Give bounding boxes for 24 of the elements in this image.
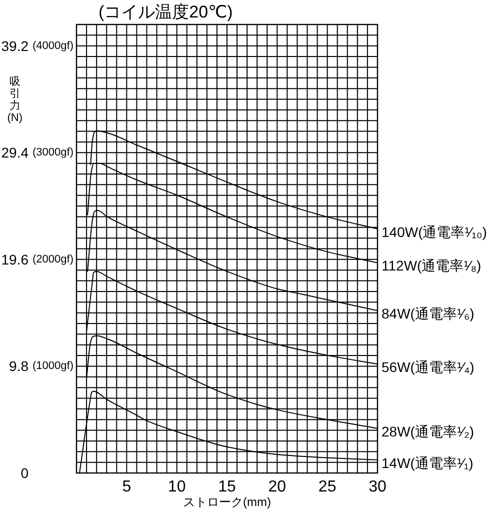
x-tick-label: 30: [368, 478, 386, 496]
y-tick-label: 39.2: [1, 38, 29, 54]
y-axis-title: 吸引力(N): [7, 76, 23, 124]
y2-tick-label: (4000gf): [32, 40, 74, 52]
x-tick-label: 10: [168, 478, 186, 496]
x-tick-label: 25: [318, 478, 336, 496]
series-label: 28W(通電率¹⁄₂): [382, 423, 474, 440]
x-tick-label: 5: [122, 478, 132, 496]
y2-tick-label: (2000gf): [32, 253, 74, 266]
y-tick-label: 29.4: [1, 144, 29, 161]
chart-title: (コイル温度20℃): [98, 2, 233, 22]
x-tick-label: 15: [218, 478, 236, 496]
y2-tick-label: (3000gf): [32, 146, 74, 159]
series-label: 140W(通電率¹⁄₁₀): [382, 224, 487, 240]
series-label: 14W(通電率¹⁄₁): [382, 454, 474, 471]
series-label: 84W(通電率¹⁄₆): [382, 306, 474, 322]
y2-tick-label: (1000gf): [32, 360, 74, 372]
y-tick-label: 9.8: [9, 358, 29, 374]
y-tick-label: 0: [20, 465, 29, 481]
series-label: 56W(通電率¹⁄₄): [382, 359, 474, 376]
x-tick-label: 20: [268, 478, 286, 496]
y-tick-label: 19.6: [1, 251, 29, 268]
series-label: 112W(通電率¹⁄₈): [382, 258, 482, 274]
x-axis-title: ストローク(mm): [183, 495, 271, 509]
